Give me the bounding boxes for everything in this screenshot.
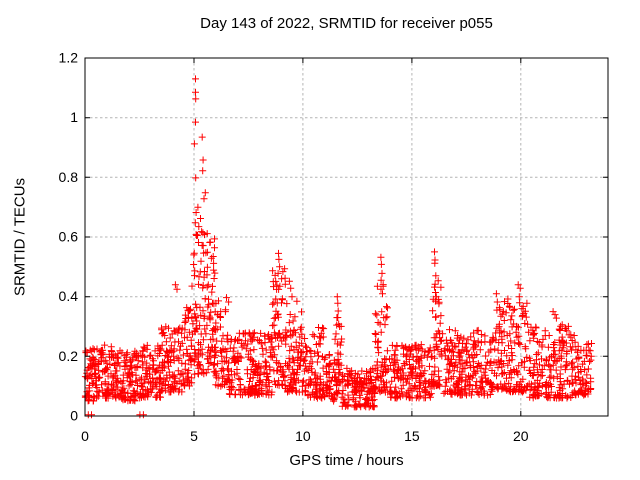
y-tick-label: 1.2: [59, 50, 79, 66]
y-tick-label: 0.4: [59, 288, 79, 304]
y-tick-label: 0: [70, 408, 78, 424]
x-tick-label: 15: [404, 428, 420, 444]
chart-title: Day 143 of 2022, SRMTID for receiver p05…: [200, 15, 493, 32]
x-tick-label: 0: [81, 428, 89, 444]
x-axis-label: GPS time / hours: [289, 452, 404, 469]
x-tick-labels: 0 5 10 15 20: [81, 428, 529, 444]
scatter-points: [81, 75, 595, 419]
y-tick-label: 0.8: [59, 169, 79, 185]
plot-border: [84, 57, 609, 417]
y-tick-labels: 0 0.2 0.4 0.6 0.8 1 1.2: [59, 50, 79, 424]
grid-lines: [85, 58, 608, 416]
y-tick-label: 0.6: [59, 229, 79, 245]
y-tick-label: 1: [70, 109, 78, 125]
x-tick-label: 5: [190, 428, 198, 444]
x-tick-label: 20: [513, 428, 529, 444]
x-tick-label: 10: [295, 428, 311, 444]
y-tick-label: 0.2: [59, 348, 79, 364]
